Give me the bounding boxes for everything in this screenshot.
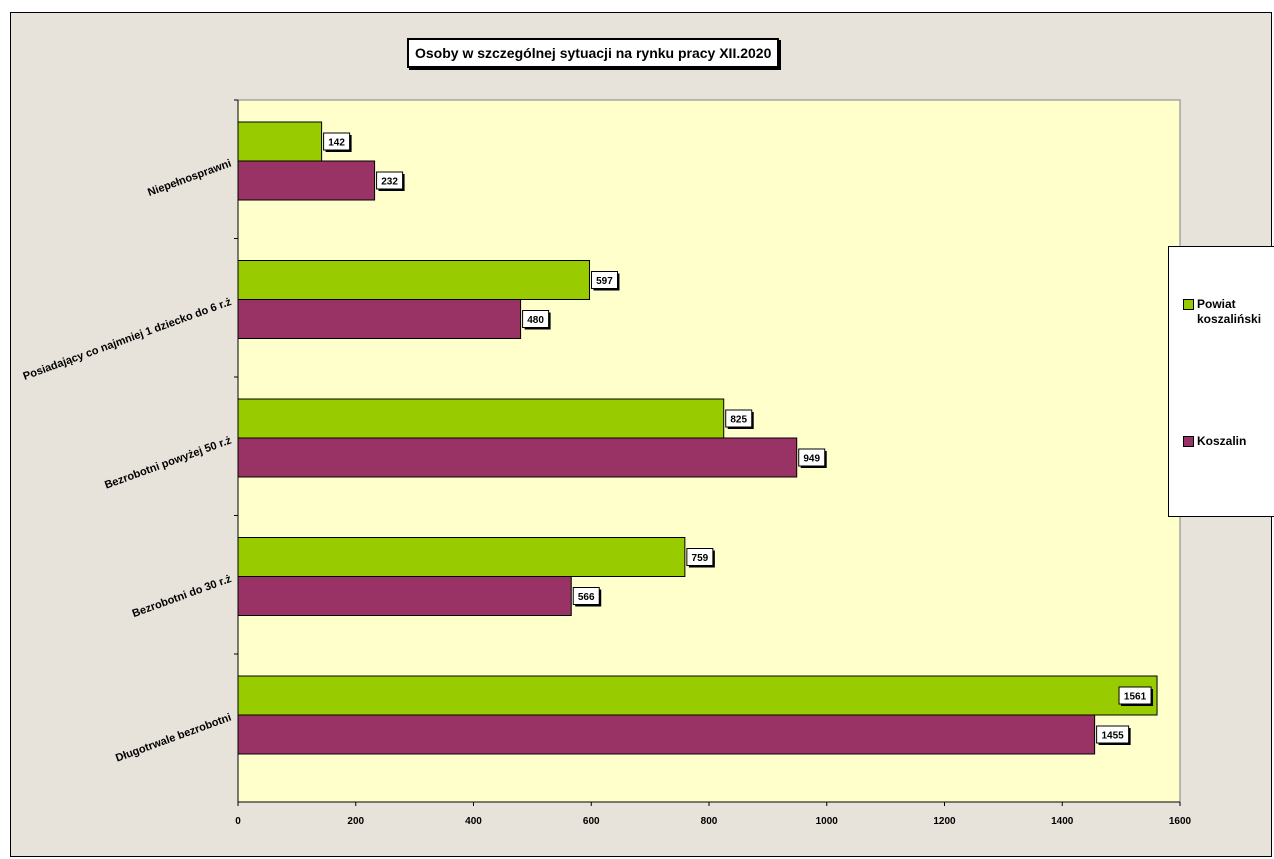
x-tick-label: 200	[347, 816, 364, 827]
x-tick-label: 800	[701, 816, 718, 827]
data-label-koszalin: 232	[381, 177, 398, 188]
legend-item-powiat: Powiat koszaliński	[1183, 297, 1274, 327]
x-tick-label: 1200	[933, 816, 956, 827]
legend: Powiat koszaliński Koszalin	[1168, 246, 1274, 517]
category-label: Niepełnosprawni	[146, 158, 233, 199]
data-label-box	[590, 271, 618, 289]
bar-koszalin	[237, 160, 376, 201]
x-tick-label: 400	[465, 816, 482, 827]
bar-koszalin	[237, 299, 522, 339]
data-label-box	[522, 310, 550, 328]
data-label-powiat: 1561	[1124, 692, 1147, 703]
legend-swatch-koszalin	[1183, 436, 1194, 447]
x-tick-label: 1600	[1169, 816, 1192, 827]
x-tick-label: 600	[583, 816, 600, 827]
bar-koszalin	[237, 714, 1096, 755]
category-label: Bezrobotni powyżej 50 r.ż	[103, 434, 233, 491]
category-label: Długotrwale bezrobotni	[114, 712, 233, 765]
bar-koszalin	[237, 576, 572, 616]
data-label-box	[323, 132, 351, 151]
legend-swatch-powiat	[1183, 299, 1194, 310]
chart-title: Osoby w szczególnej sytuacji na rynku pr…	[407, 38, 780, 68]
data-label-koszalin: 949	[803, 454, 820, 465]
data-label-powiat: 759	[692, 553, 709, 564]
data-label-box	[725, 409, 753, 428]
bar-powiat	[237, 121, 323, 162]
bar-powiat	[237, 260, 590, 300]
data-label-box	[1118, 686, 1152, 705]
legend-label-koszalin: Koszalin	[1197, 434, 1247, 448]
x-tick-label: 0	[235, 816, 241, 827]
data-label-powiat: 142	[328, 138, 345, 149]
bar-koszalin	[237, 437, 798, 478]
data-label-box	[1096, 725, 1130, 744]
bar-powiat	[237, 675, 1158, 716]
data-label-powiat: 597	[596, 276, 613, 287]
data-label-powiat: 825	[730, 415, 747, 426]
legend-item-koszalin: Koszalin	[1183, 434, 1246, 449]
data-label-koszalin: 566	[578, 592, 595, 603]
category-label: Bezrobotni do 30 r.ż	[131, 573, 234, 620]
data-label-box	[376, 171, 404, 190]
data-label-box	[572, 587, 600, 605]
data-label-box	[686, 548, 714, 566]
x-tick-label: 1400	[1051, 816, 1074, 827]
data-label-koszalin: 480	[527, 315, 544, 326]
data-label-koszalin: 1455	[1102, 731, 1125, 742]
category-label: Posiadający co najmniej 1 dziecko do 6 r…	[22, 296, 234, 383]
legend-label-powiat: Powiat koszaliński	[1197, 297, 1262, 326]
bar-powiat	[237, 537, 686, 577]
bar-powiat	[237, 398, 725, 439]
x-tick-label: 1000	[816, 816, 839, 827]
data-label-box	[798, 448, 826, 467]
